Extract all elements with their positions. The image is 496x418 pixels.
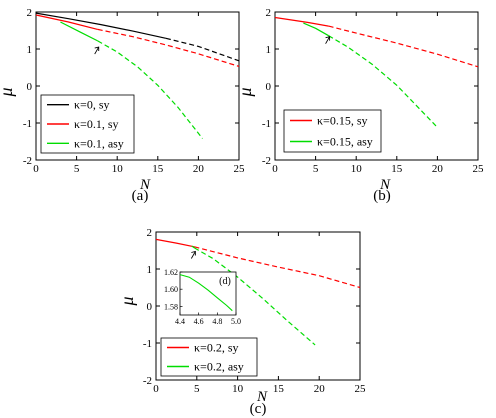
inset-y-tick-label: 1.60 (164, 285, 178, 294)
series-0-dashed-line (165, 37, 240, 62)
x-tick-label: 20 (314, 383, 326, 395)
y-tick-label: -2 (23, 155, 32, 167)
inset-y-tick-label: 1.62 (164, 268, 178, 277)
series-1-solid-line (35, 14, 98, 30)
series-1-solid-line (191, 245, 195, 249)
y-tick-label: 1 (147, 264, 153, 276)
y-tick-label: -2 (262, 155, 271, 167)
y-tick-label: 0 (27, 81, 33, 93)
x-tick-label: 15 (152, 163, 164, 175)
inset-series-0-line (179, 274, 233, 312)
series-0-dashed-line (328, 25, 479, 68)
x-axis-label: N (139, 177, 151, 193)
inset-x-tick-label: 4.8 (212, 317, 222, 326)
arrow-head (94, 46, 100, 52)
x-tick-label: 20 (432, 163, 444, 175)
y-axis-label: μ (0, 87, 16, 97)
x-axis-label: N (379, 177, 391, 193)
panel-caption: (a) (132, 188, 149, 204)
y-tick-label: -1 (262, 118, 271, 130)
x-tick-label: 15 (273, 383, 285, 395)
inset-x-tick-label: 4.4 (175, 317, 185, 326)
series-0-solid-line (274, 16, 329, 27)
x-tick-label: 25 (234, 163, 246, 175)
y-tick-label: 2 (266, 7, 272, 19)
legend-label-1: κ=0.15, asy (317, 135, 373, 149)
series-1-dashed-line (328, 35, 438, 128)
x-tick-label: 5 (194, 383, 200, 395)
y-tick-label: -1 (143, 338, 152, 350)
inset-y-tick-label: 1.58 (164, 302, 178, 311)
x-tick-label: 5 (74, 163, 80, 175)
inset-x-tick-label: 5.0 (231, 317, 241, 326)
panel-c: 0 5 10 15 20 25 -2 -1 0 1 2 Nμ (c) κ=0.2, sy κ=0.2, as… (117, 227, 366, 417)
legend-label-1: κ=0.2, asy (194, 360, 244, 374)
arrow-marker (190, 251, 196, 259)
legend-label-1: κ=0.1, sy (74, 117, 118, 131)
x-tick-label: 0 (153, 383, 159, 395)
x-tick-label: 10 (351, 163, 363, 175)
y-tick-label: 2 (27, 7, 33, 19)
series-1-solid-line (303, 22, 329, 37)
panel-caption: (c) (250, 401, 267, 417)
inset-x-tick-label: 4.6 (194, 317, 204, 326)
series-0-solid-line (35, 12, 167, 39)
series-2-solid-line (60, 21, 98, 42)
x-tick-label: 15 (391, 163, 403, 175)
arrow-head (325, 36, 331, 41)
inset-label: (d) (219, 276, 231, 287)
inset-frame (179, 271, 237, 316)
legend-label-2: κ=0.1, asy (74, 136, 124, 150)
y-tick-label: 0 (266, 81, 272, 93)
legend-box (283, 109, 382, 153)
series-1-dashed-line (194, 247, 316, 346)
arrow-marker (325, 36, 330, 44)
x-tick-label: 10 (112, 163, 124, 175)
y-tick-label: 1 (27, 44, 33, 56)
series-0-solid-line (155, 238, 195, 248)
series-2-dashed-line (97, 40, 203, 139)
legend: κ=0, sy κ=0.1, sy κ=0.1, asy (40, 94, 135, 154)
x-tick-label: 0 (272, 163, 278, 175)
legend-label-0: κ=0.15, sy (317, 114, 367, 128)
x-axis-label: N (256, 389, 268, 405)
series-1-dashed-line (97, 28, 240, 67)
panel-caption: (b) (373, 188, 391, 204)
inset-plot: 4.4 4.6 4.8 5.0 1.58 1.60 1.62 (d) (164, 268, 241, 326)
y-tick-label: 0 (147, 301, 153, 313)
legend-box (160, 337, 258, 377)
arrow-head (191, 250, 196, 256)
y-tick-label: -1 (23, 118, 32, 130)
legend: κ=0.15, sy κ=0.15, asy (283, 109, 382, 153)
x-tick-label: 20 (193, 163, 205, 175)
legend-label-0: κ=0.2, sy (194, 341, 238, 355)
legend: κ=0.2, sy κ=0.2, asy (160, 337, 258, 377)
x-tick-label: 10 (232, 383, 244, 395)
x-tick-label: 5 (313, 163, 319, 175)
x-tick-label: 25 (355, 383, 367, 395)
y-tick-label: 1 (266, 44, 272, 56)
x-tick-label: 25 (473, 163, 485, 175)
legend-label-0: κ=0, sy (74, 98, 109, 112)
y-axis-label: μ (235, 87, 255, 97)
arrow-marker (94, 46, 100, 55)
y-tick-label: 2 (147, 227, 153, 239)
x-tick-label: 0 (33, 163, 39, 175)
y-tick-label: -2 (143, 375, 152, 387)
y-axis-label: μ (117, 296, 137, 306)
